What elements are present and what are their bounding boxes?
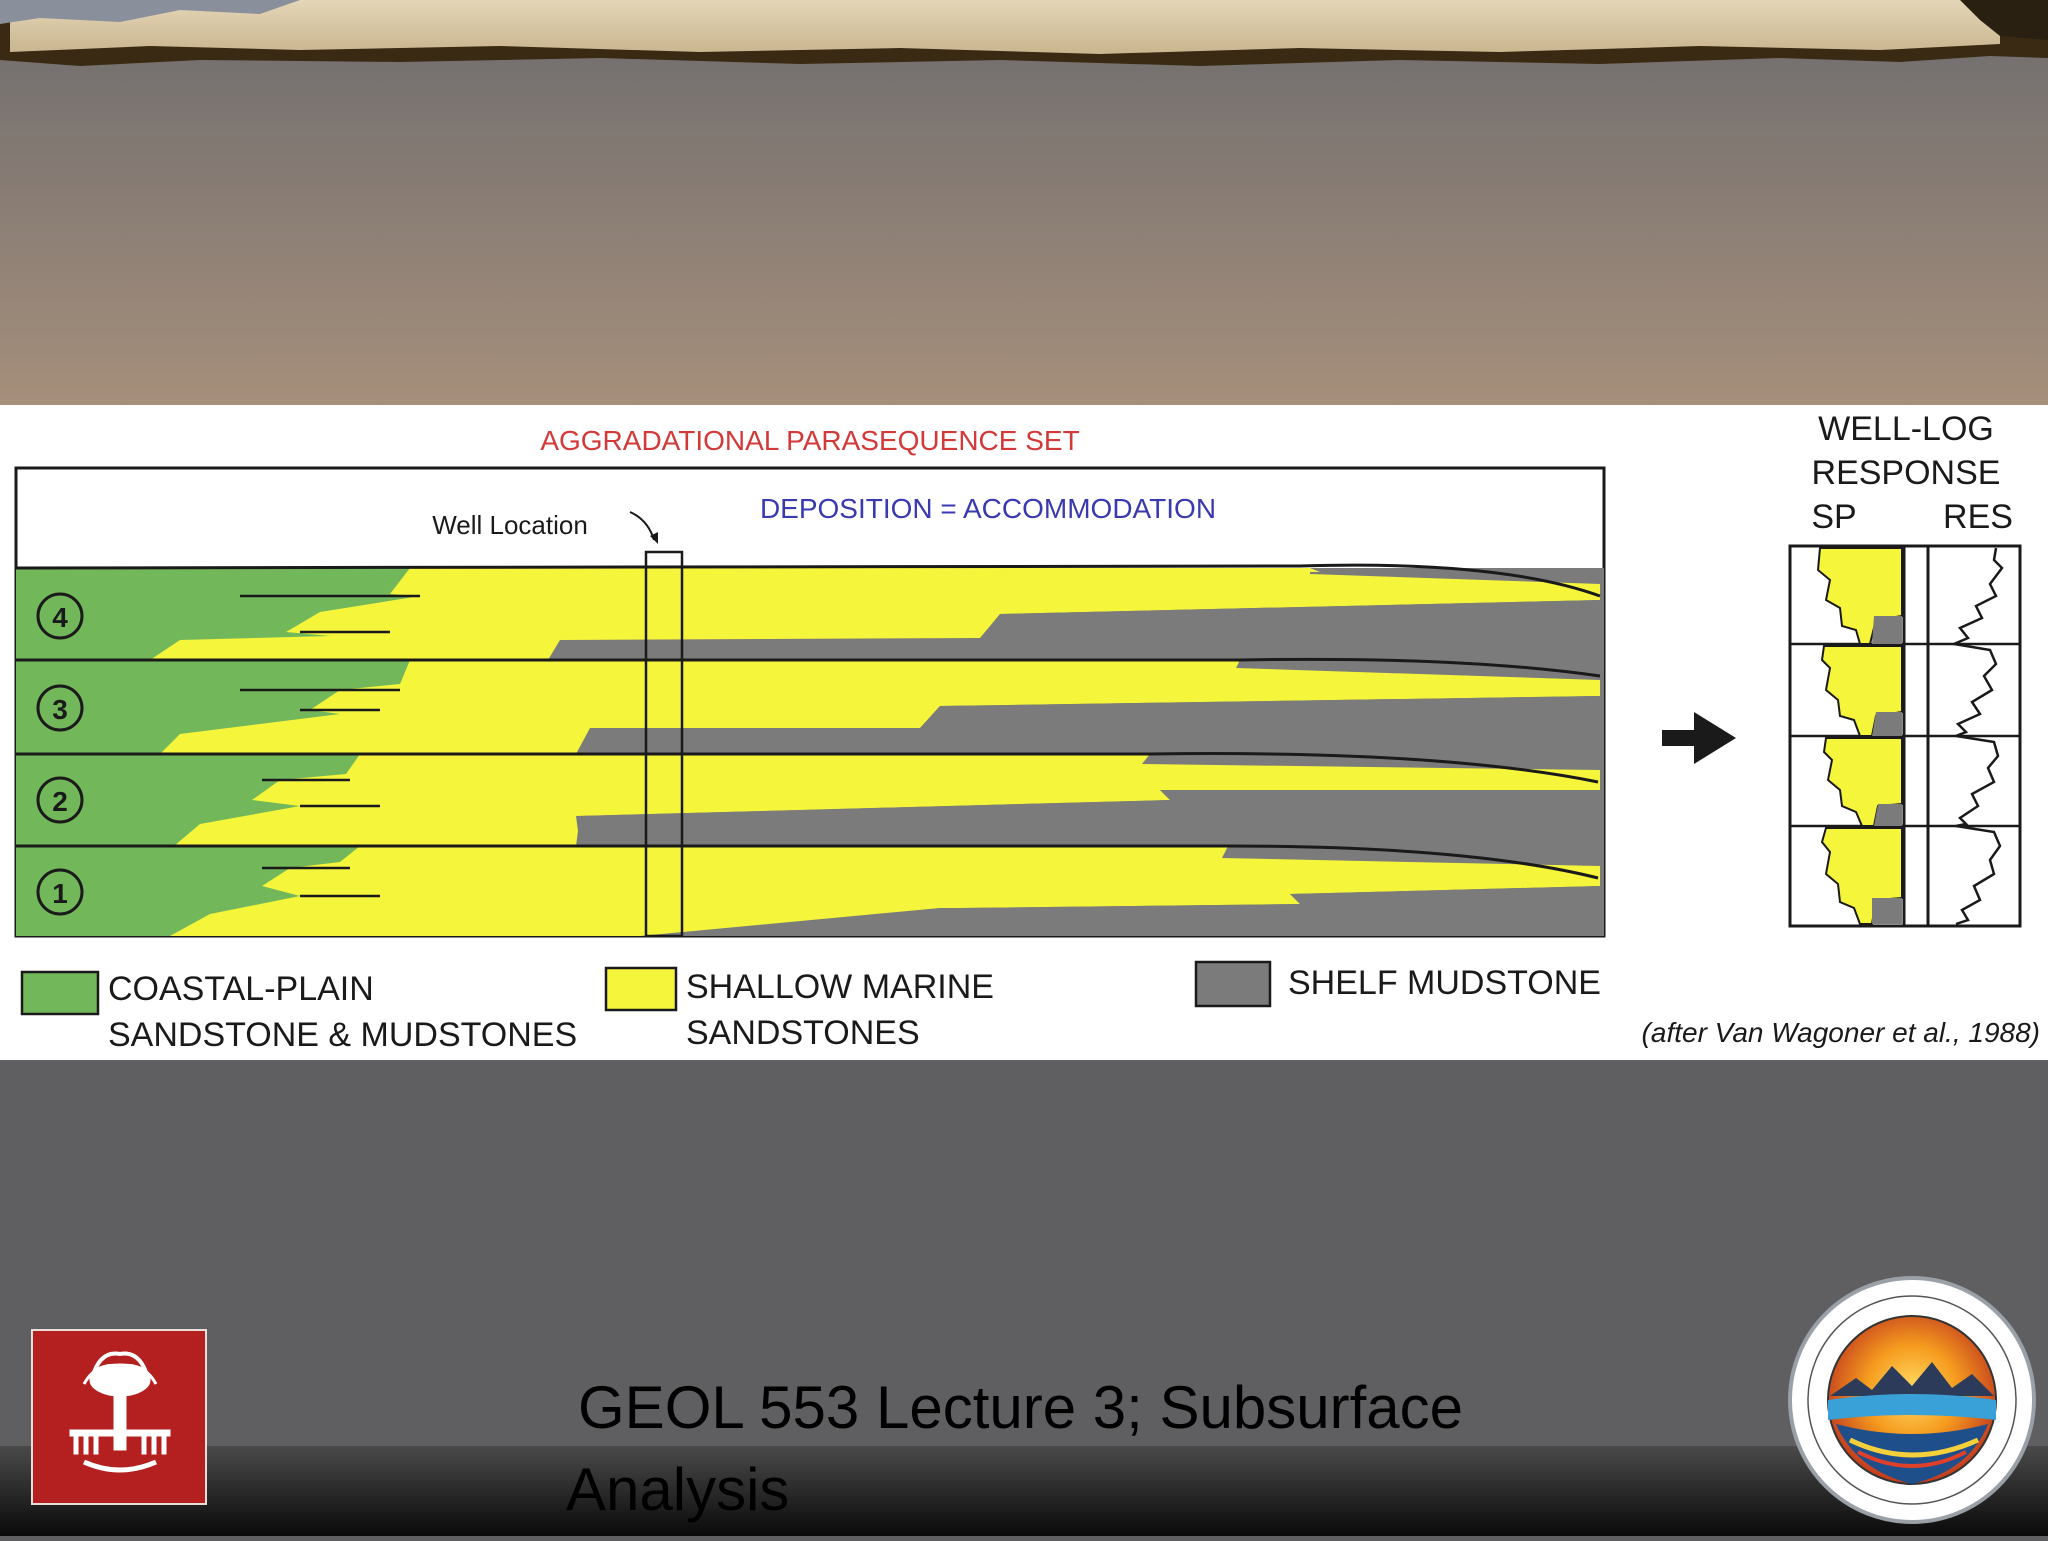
legend-mudstone-line1: SHELF MUDSTONE bbox=[1288, 964, 1601, 1002]
legend-coastal-line1: COASTAL-PLAIN bbox=[108, 970, 374, 1008]
bottom-background bbox=[0, 1446, 2048, 1536]
parasequence-number-4: 4 bbox=[52, 602, 68, 633]
well-log-title-line1: WELL-LOG bbox=[1818, 410, 1994, 448]
well-log-divisions bbox=[1790, 642, 2020, 828]
parasequence-number-2-circle bbox=[36, 776, 84, 824]
parasequence-number-2: 2 bbox=[52, 786, 68, 817]
figure-panel: 4 3 2 1 AGGRADATIONAL PARASEQUENCE SET D… bbox=[0, 405, 2048, 1060]
sp-label: SP bbox=[1811, 498, 1856, 536]
well-log-response: WELL-LOG RESPONSE SP RES bbox=[1788, 410, 2022, 928]
parasequence-number-3-circle bbox=[36, 684, 84, 732]
tongue-lines bbox=[240, 594, 420, 898]
res-label: RES bbox=[1943, 498, 2013, 536]
parasequence-3 bbox=[16, 660, 1600, 756]
parasequence-number-1-circle bbox=[36, 868, 84, 916]
figure-subheading: DEPOSITION = ACCOMMODATION bbox=[760, 493, 1216, 524]
parasequence-2 bbox=[16, 754, 1600, 848]
legend-coastal-line2: SANDSTONE & MUDSTONES bbox=[108, 1016, 577, 1054]
top-background bbox=[0, 0, 2048, 406]
sp-curve bbox=[1816, 547, 1903, 925]
slide-title-line1: GEOL 553 Lecture 3; Subsurface bbox=[578, 1374, 1463, 1441]
parasequence-number-4-circle bbox=[36, 592, 84, 640]
parasequence-number-3: 3 bbox=[52, 694, 68, 725]
palmetto-tree-logo bbox=[31, 1329, 207, 1505]
parasequence-number-1: 1 bbox=[52, 878, 68, 909]
legend: COASTAL-PLAIN SANDSTONE & MUDSTONES SHAL… bbox=[20, 960, 1601, 1054]
legend-swatch-shallow-marine bbox=[604, 966, 678, 1012]
well-log-title-line2: RESPONSE bbox=[1812, 454, 2001, 492]
legend-swatch-shelf-mudstone bbox=[1194, 960, 1272, 1008]
parasequence-boundaries bbox=[15, 563, 1601, 880]
res-curve bbox=[1949, 547, 2004, 926]
legend-marine-line2: SANDSTONES bbox=[686, 1014, 920, 1052]
figure-citation: (after Van Wagoner et al., 1988) bbox=[1642, 1017, 2040, 1048]
slide-title-line2: Analysis bbox=[566, 1456, 790, 1523]
parasequence-numbers: 4 3 2 1 bbox=[36, 592, 84, 916]
figure-heading: AGGRADATIONAL PARASEQUENCE SET bbox=[540, 425, 1079, 456]
right-arrow-icon bbox=[1662, 712, 1736, 764]
top-photo-strip bbox=[0, 0, 2048, 66]
parasequence-1 bbox=[16, 846, 1600, 936]
well-location-marker bbox=[644, 550, 684, 938]
middle-background bbox=[0, 1060, 2048, 1446]
legend-swatch-coastal-plain bbox=[20, 970, 100, 1016]
parasequence-4 bbox=[16, 568, 1600, 662]
department-seal-logo bbox=[1788, 1276, 2036, 1524]
legend-marine-line1: SHALLOW MARINE bbox=[686, 968, 994, 1006]
well-location-label: Well Location bbox=[432, 510, 588, 540]
